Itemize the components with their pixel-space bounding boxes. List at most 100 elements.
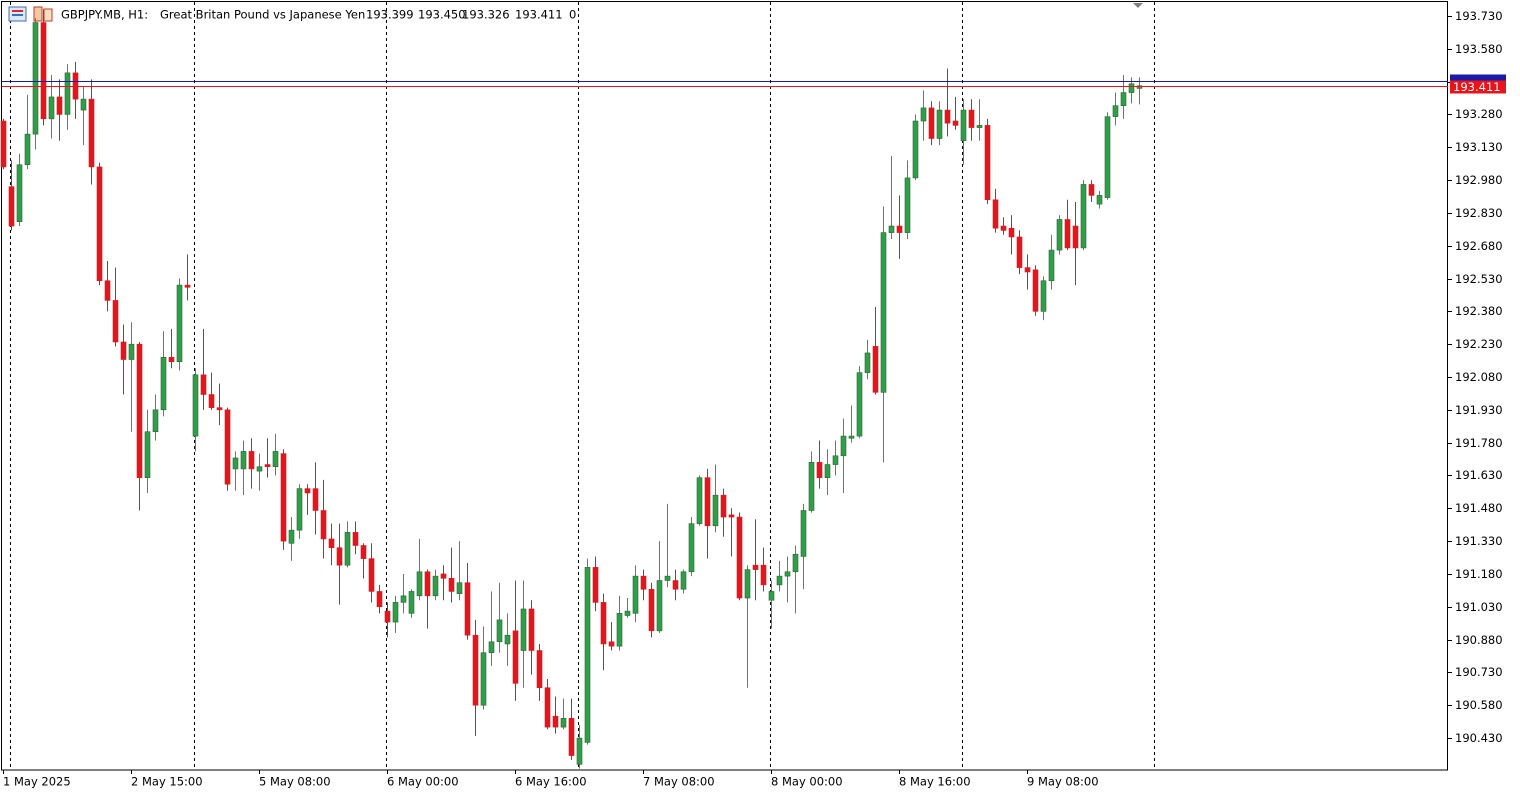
candle-body: [728, 514, 735, 518]
candle-body: [640, 575, 647, 590]
candle-body: [568, 718, 575, 756]
header-open: 193.399: [366, 8, 414, 22]
candle-body: [88, 98, 95, 168]
candle-body: [824, 464, 831, 478]
candle-body: [560, 718, 567, 728]
x-tick-label: 5 May 08:00: [259, 775, 331, 789]
candle-body: [904, 177, 911, 233]
y-tick-label: 191.930: [1455, 403, 1503, 417]
candle-body: [16, 164, 23, 222]
y-tick-label: 192.380: [1455, 304, 1503, 318]
candle-body: [1136, 85, 1143, 89]
candle-body: [784, 571, 791, 577]
x-tick-label: 1 May 2025: [3, 775, 71, 789]
candle-body: [104, 280, 111, 301]
candle-body: [968, 109, 975, 128]
candle-body: [1128, 83, 1135, 93]
candle-body: [72, 72, 79, 100]
candle-body: [544, 687, 551, 728]
candle-body: [1080, 184, 1087, 249]
candle-body: [816, 462, 823, 478]
x-tick-label: 6 May 00:00: [387, 775, 459, 789]
x-tick-label: 9 May 08:00: [1027, 775, 1099, 789]
candle-body: [352, 532, 359, 546]
candle-body: [608, 641, 615, 647]
candle-body: [376, 591, 383, 608]
candle-body: [312, 488, 319, 511]
candle-body: [248, 451, 255, 470]
candle-body: [584, 567, 591, 743]
candle-body: [280, 453, 287, 542]
candle-body: [1032, 269, 1039, 312]
candle-body: [720, 494, 727, 518]
y-tick-label: 191.330: [1455, 534, 1503, 548]
candle-body: [536, 650, 543, 689]
candle-body: [480, 652, 487, 706]
candle-body: [328, 538, 335, 548]
candle-body: [344, 532, 351, 566]
y-tick-label: 192.230: [1455, 337, 1503, 351]
candle-body: [368, 558, 375, 592]
candle-body: [744, 569, 751, 599]
candle-body: [120, 341, 127, 360]
candle-body: [992, 199, 999, 229]
candle-body: [952, 120, 959, 126]
y-tick-label: 192.830: [1455, 206, 1503, 220]
y-tick-label: 191.180: [1455, 567, 1503, 581]
candle-body: [64, 72, 71, 115]
candle-body: [736, 516, 743, 599]
y-tick-label: 191.030: [1455, 600, 1503, 614]
header-symbol: GBPJPY.MB, H1:: [61, 8, 148, 22]
candle-body: [208, 394, 215, 408]
candle-body: [864, 352, 871, 373]
candle-body: [504, 634, 511, 645]
header-description: Great Britan Pound vs Japanese Yen: [160, 8, 365, 22]
candle-body: [664, 575, 671, 581]
candle-body: [704, 477, 711, 527]
candle-body: [688, 523, 695, 573]
shift-marker: [1133, 3, 1143, 8]
candle-body: [1072, 225, 1079, 249]
candle-body: [200, 374, 207, 395]
candle-body: [1096, 195, 1103, 205]
candle-body: [232, 457, 239, 470]
candle-body: [80, 98, 87, 111]
candle-body: [944, 109, 951, 124]
candle-body: [336, 547, 343, 566]
candle-body: [152, 409, 159, 433]
candle-body: [128, 343, 135, 360]
candle-body: [400, 595, 407, 603]
candle-body: [48, 96, 55, 120]
candle-body: [1016, 236, 1023, 268]
candle-body: [0, 120, 7, 168]
candle-body: [616, 613, 623, 647]
candles: [0, 9, 1143, 769]
candle-body: [792, 553, 799, 573]
candle-body: [680, 571, 687, 590]
candle-body: [224, 409, 231, 485]
candle-body: [424, 571, 431, 597]
bid-label-box: [1450, 80, 1506, 94]
header-high: 193.450: [418, 8, 466, 22]
candle-body: [848, 435, 855, 439]
candle-body: [296, 488, 303, 531]
candle-body: [928, 107, 935, 139]
candle-body: [112, 300, 119, 343]
candle-body: [888, 225, 895, 233]
candle-body: [896, 225, 903, 233]
candle-body: [192, 374, 199, 437]
candle-body: [416, 571, 423, 597]
candle-body: [1056, 219, 1063, 251]
candle-body: [672, 580, 679, 590]
header-low: 193.326: [462, 8, 510, 22]
candle-body: [144, 431, 151, 478]
candle-body: [392, 602, 399, 623]
candle-body: [712, 494, 719, 527]
y-tick-label: 190.580: [1455, 698, 1503, 712]
candle-body: [600, 602, 607, 645]
candle-body: [1008, 227, 1015, 238]
candle-body: [464, 582, 471, 636]
candle-body: [1000, 225, 1007, 231]
y-tick-label: 190.430: [1455, 731, 1503, 745]
